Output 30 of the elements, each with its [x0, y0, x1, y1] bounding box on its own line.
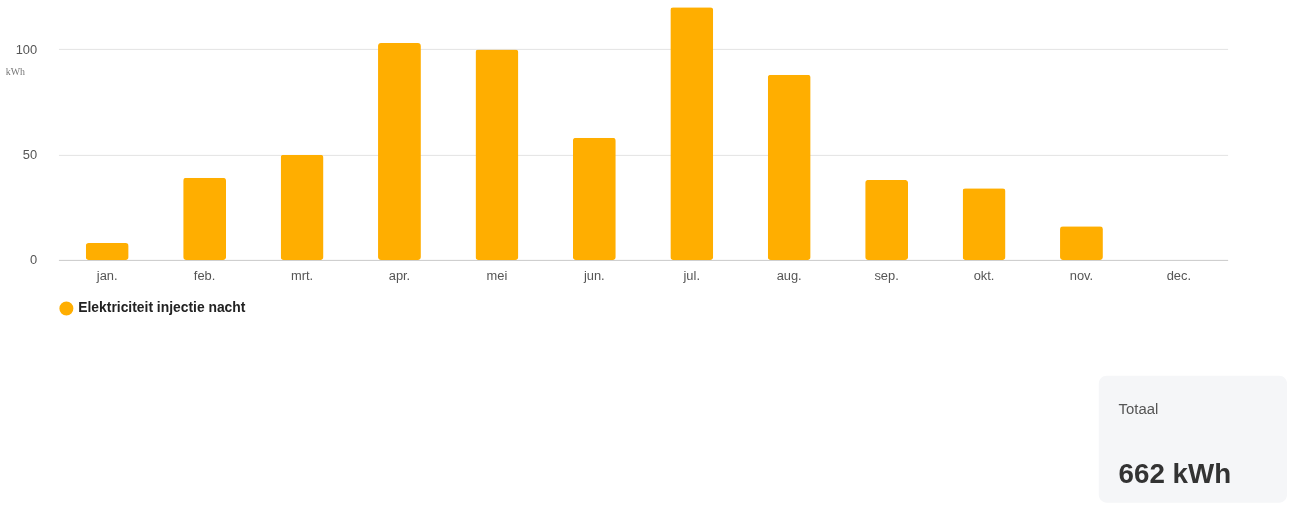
x-tick-label: jun. [582, 268, 605, 284]
legend-label: Elektriciteit injectie nacht [78, 299, 246, 316]
text: Totaal [1118, 400, 1159, 417]
x-tick-label: feb. [193, 268, 216, 284]
bar [85, 243, 129, 260]
x-tick-label: nov. [1069, 268, 1094, 284]
x-tick-label: mei [486, 268, 508, 284]
y-tick-label: 50 [22, 147, 38, 163]
bar [962, 188, 1006, 260]
x-tick-label: jan. [95, 268, 118, 284]
bar [670, 7, 714, 260]
text: 662 kWh [1118, 457, 1232, 489]
bar [865, 179, 909, 260]
bar [280, 154, 324, 260]
y-tick-label: 0 [29, 252, 38, 268]
x-tick-label: okt. [973, 268, 995, 284]
bar [572, 137, 616, 260]
x-tick-label: aug. [776, 268, 802, 284]
x-tick-label: jul. [682, 268, 700, 284]
bar [183, 177, 227, 260]
x-tick-label: sep. [874, 268, 899, 284]
bar [767, 74, 811, 260]
bar [1060, 226, 1103, 260]
bar [475, 49, 519, 260]
x-tick-label: dec. [1166, 268, 1192, 284]
y-axis-title: kWh [5, 66, 26, 78]
y-tick-label: 100 [15, 41, 38, 57]
bar [378, 43, 421, 260]
x-tick-label: apr. [388, 268, 411, 284]
x-tick-label: mrt. [290, 268, 314, 284]
